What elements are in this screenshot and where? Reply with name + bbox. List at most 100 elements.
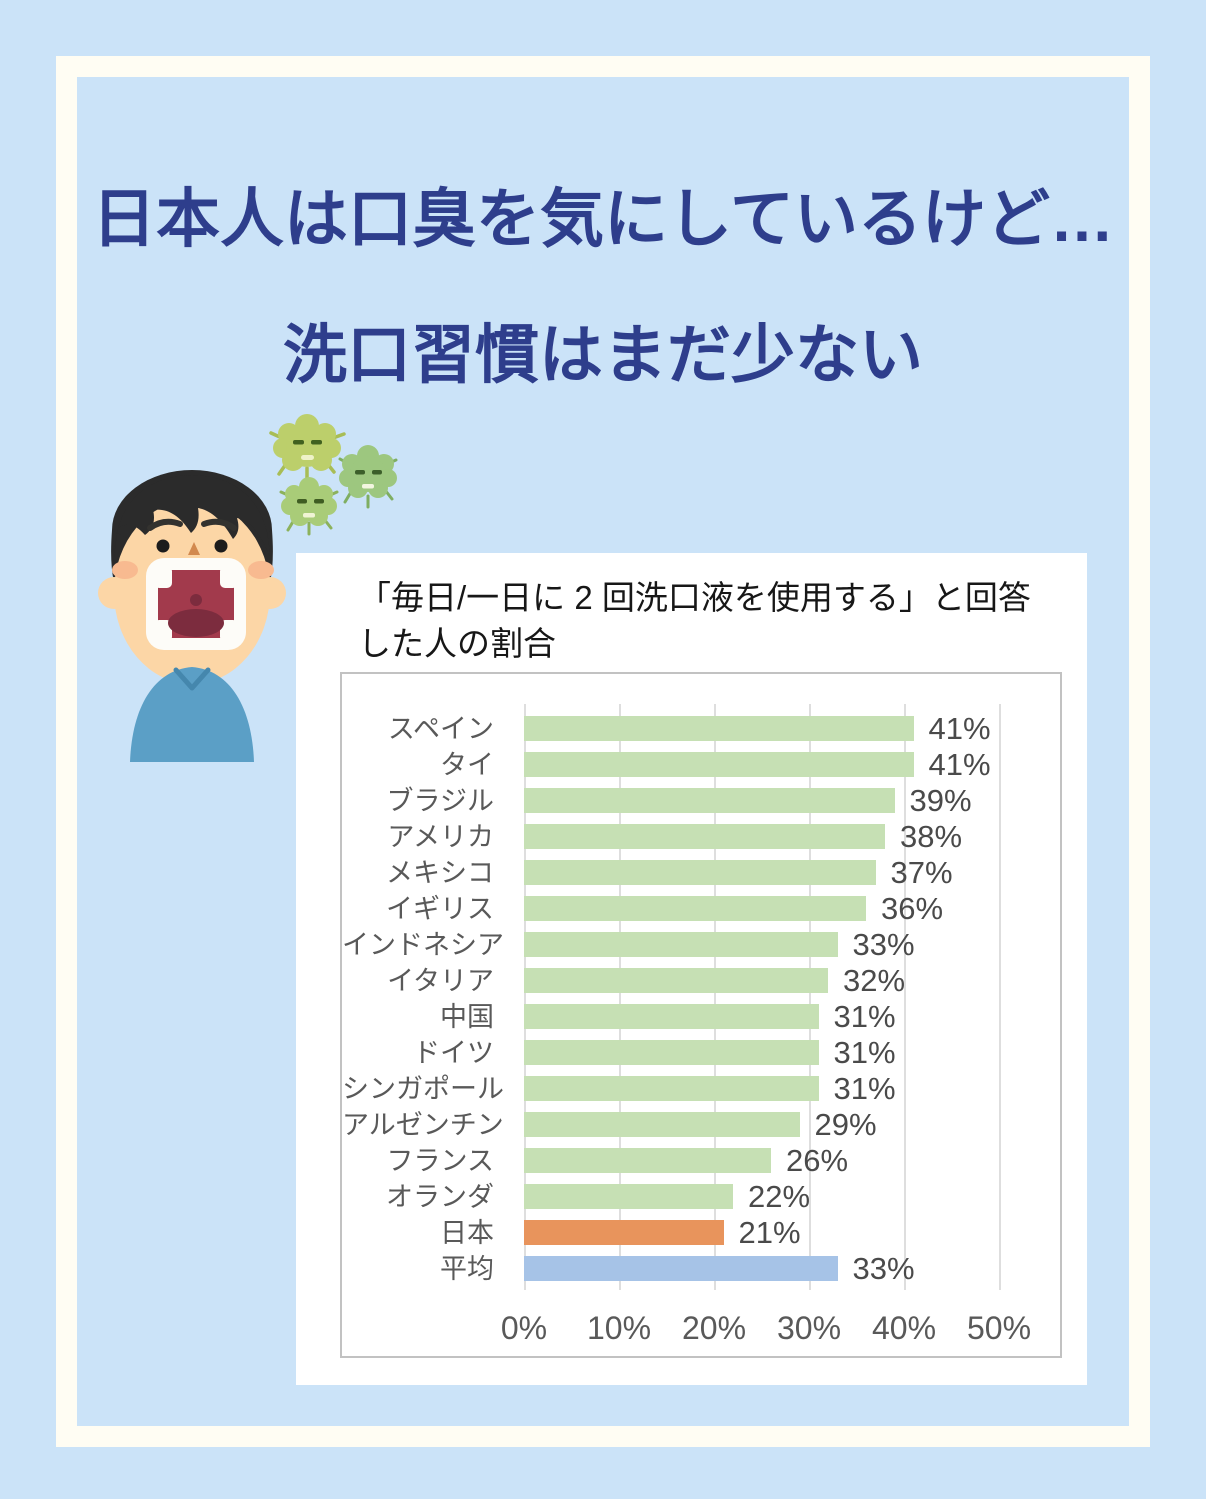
- axis-tick-label: 0%: [500, 1310, 548, 1346]
- value-label: 37%: [890, 855, 953, 890]
- uvula: [190, 594, 202, 606]
- bar: [524, 1112, 800, 1137]
- germ-icon: [279, 477, 339, 536]
- bar-row: スペイン 41%: [342, 711, 1060, 747]
- category-label: ブラジル: [386, 786, 494, 816]
- value-label: 29%: [814, 1107, 877, 1142]
- category-label: インドネシア: [342, 930, 504, 960]
- bar-row: イタリア 32%: [342, 963, 1060, 999]
- bar: [524, 1184, 733, 1209]
- category-label: シンガポール: [342, 1074, 504, 1104]
- axis-tick-label: 20%: [681, 1310, 747, 1346]
- eyebrow: [201, 518, 237, 531]
- axis-tick-label: 30%: [776, 1310, 842, 1346]
- bar: [524, 752, 914, 777]
- tooth: [154, 566, 172, 588]
- category-label: 中国: [440, 1002, 494, 1032]
- bar: [524, 1004, 819, 1029]
- tooth: [220, 566, 238, 588]
- gridline: [809, 704, 811, 1290]
- nose: [188, 542, 200, 555]
- category-label: イギリス: [386, 894, 494, 924]
- bar: [524, 1040, 819, 1065]
- gridline: [714, 704, 716, 1290]
- value-label: 33%: [852, 1251, 915, 1286]
- eye: [156, 539, 170, 553]
- axis-tick-label: 40%: [871, 1310, 937, 1346]
- bar: [524, 968, 828, 993]
- value-label: 38%: [900, 819, 963, 854]
- category-label: オランダ: [386, 1182, 494, 1212]
- bar-row: 中国 31%: [342, 999, 1060, 1035]
- bar-row: アルゼンチン 29%: [342, 1107, 1060, 1143]
- bar: [524, 716, 914, 741]
- bar: [524, 1256, 838, 1281]
- hair-fringe: [114, 475, 270, 557]
- bar: [524, 1148, 771, 1173]
- open-mouth: [146, 558, 246, 650]
- germ-characters-illustration: [269, 414, 398, 536]
- value-label: 26%: [786, 1143, 849, 1178]
- category-label: メキシコ: [386, 858, 494, 888]
- category-label: アメリカ: [387, 822, 494, 852]
- value-label: 36%: [881, 891, 944, 926]
- axis-tick-label: 50%: [966, 1310, 1032, 1346]
- value-label: 41%: [928, 711, 991, 746]
- tooth: [220, 620, 238, 642]
- germ-icon: [269, 414, 346, 483]
- plot-area: 0% 10% 20% 30% 40% 50% スペイン 41% タイ 41% ブラジル 39% アメリカ…: [340, 672, 1062, 1358]
- category-label: ドイツ: [413, 1038, 494, 1068]
- gridline: [619, 704, 621, 1290]
- gridline: [524, 704, 526, 1290]
- category-label: 平均: [440, 1254, 494, 1284]
- bar-row: 平均 33%: [342, 1251, 1060, 1287]
- bar-row: インドネシア 33%: [342, 927, 1060, 963]
- eyebrow: [147, 518, 183, 531]
- value-label: 41%: [928, 747, 991, 782]
- category-label: 日本: [440, 1218, 494, 1248]
- gridline: [904, 704, 906, 1290]
- value-label: 31%: [833, 1071, 896, 1106]
- tongue: [168, 609, 224, 637]
- bar-row: シンガポール 31%: [342, 1071, 1060, 1107]
- blush: [248, 561, 274, 579]
- bar-row: フランス 26%: [342, 1143, 1060, 1179]
- value-label: 31%: [833, 1035, 896, 1070]
- bar-row: ドイツ 31%: [342, 1035, 1060, 1071]
- bar: [524, 932, 838, 957]
- value-label: 21%: [738, 1215, 801, 1250]
- value-label: 39%: [909, 783, 972, 818]
- bar: [524, 1220, 724, 1245]
- eye: [214, 539, 228, 553]
- chart-title: 「毎日/一日に 2 回洗口液を使用する」と回答した人の割合: [358, 579, 1031, 662]
- category-label: スペイン: [387, 714, 494, 744]
- value-label: 22%: [748, 1179, 811, 1214]
- bar-row: タイ 41%: [342, 747, 1060, 783]
- shirt: [130, 667, 254, 762]
- bar: [524, 788, 895, 813]
- tooth: [154, 620, 172, 642]
- chart-panel: 「毎日/一日に 2 回洗口液を使用する」と回答した人の割合 0% 10% 20% 30…: [296, 553, 1087, 1385]
- category-label: イタリア: [387, 966, 494, 996]
- value-label: 31%: [833, 999, 896, 1034]
- bar-row: 日本 21%: [342, 1215, 1060, 1251]
- collar: [173, 667, 211, 691]
- gridline: [999, 704, 1001, 1290]
- value-label: 32%: [843, 963, 906, 998]
- bar-row: オランダ 22%: [342, 1179, 1060, 1215]
- main-title-line2: 洗口習慣はまだ少ない: [283, 319, 923, 391]
- bar-row: ブラジル 39%: [342, 783, 1060, 819]
- bar-row: アメリカ 38%: [342, 819, 1060, 855]
- bar: [524, 896, 866, 921]
- person-open-mouth-illustration: [98, 470, 286, 762]
- bar: [524, 860, 876, 885]
- bar: [524, 1076, 819, 1101]
- bar-row: イギリス 36%: [342, 891, 1060, 927]
- bar-row: メキシコ 37%: [342, 855, 1060, 891]
- value-label: 33%: [852, 927, 915, 962]
- main-title-line1: 日本人は口臭を気にしているけど…: [91, 183, 1115, 255]
- axis-tick-label: 10%: [586, 1310, 652, 1346]
- blush: [112, 561, 138, 579]
- category-label: タイ: [440, 750, 494, 780]
